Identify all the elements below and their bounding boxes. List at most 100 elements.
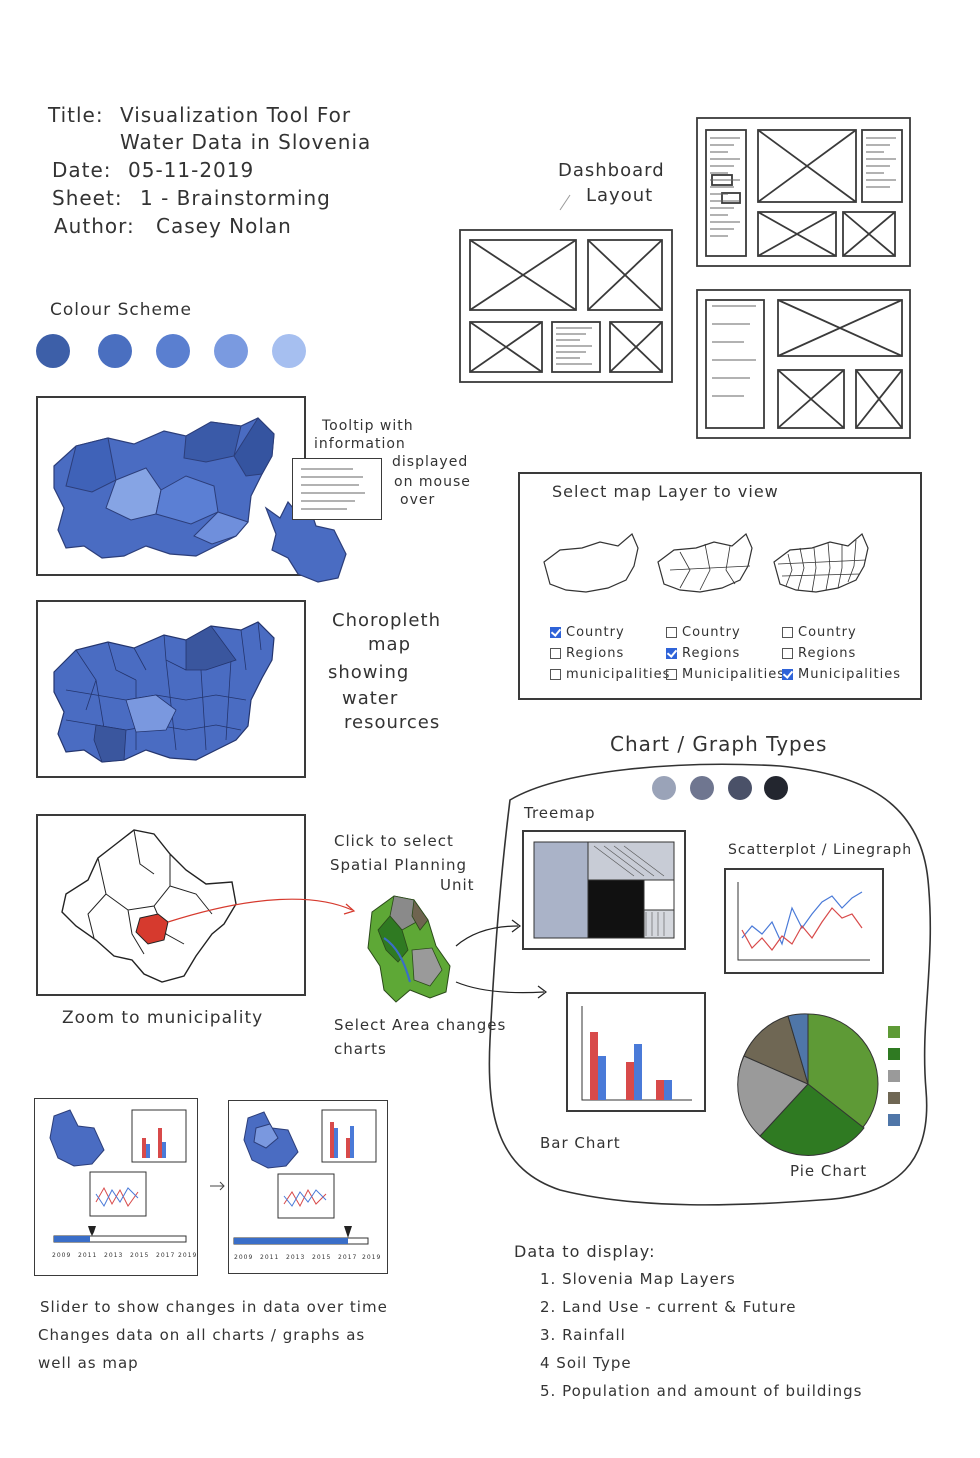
dashboard-label-1: Dashboard [558,160,665,181]
layer-selector-title: Select map Layer to view [552,482,779,501]
pattern-dot-4 [764,776,788,800]
tooltip-box [292,458,382,520]
layer-column-3: Country Regions Municipalities [782,622,901,685]
layer-country-outline [543,533,639,593]
checkbox-icon[interactable] [550,648,561,659]
slider-tick: 2009 [234,1254,254,1261]
title-line-1: Visualization Tool For [120,103,352,127]
slider-tick: 2011 [260,1254,280,1261]
slider-tick: 2015 [312,1254,332,1261]
checkbox-icon[interactable] [550,669,561,680]
choropleth-note-4: water [342,688,399,709]
slider-mockups [49,1109,377,1245]
choropleth-note-2: map [368,634,411,655]
layer-option[interactable]: Municipalities [782,664,901,685]
slider-tick: 2013 [104,1252,124,1259]
colour-scheme-label: Colour Scheme [50,300,192,320]
tooltip-note-3: displayed [392,454,469,470]
slider-tick: 2019 [178,1252,198,1259]
dashboard-layout-sketches [459,117,911,439]
data-display-title: Data to display: [514,1242,656,1261]
swatch-4 [214,334,248,368]
swatch-5 [272,334,306,368]
swatch-2 [98,334,132,368]
slovenia-map-regions [53,417,275,559]
layer-option[interactable]: Country [782,622,901,643]
title-line-2: Water Data in Slovenia [120,130,372,154]
title-label: Title: [48,103,104,127]
choropleth-map [53,621,275,763]
checkbox-icon[interactable] [666,669,677,680]
pie-legend-swatch [888,1048,900,1060]
bar-label: Bar Chart [540,1134,621,1152]
layer-option[interactable]: Country [550,622,670,643]
treemap-label: Treemap [524,804,596,822]
checkbox-icon[interactable] [782,627,793,638]
layer-option[interactable]: Municipalities [666,664,785,685]
bar-sketch [581,1006,692,1101]
click-note-1: Click to select [334,832,454,850]
spatial-unit-sketch [367,895,547,1003]
slider-tick: 2015 [130,1252,150,1259]
layer-option[interactable]: Regions [550,643,670,664]
data-display-item: 3. Rainfall [540,1326,626,1344]
treemap-sketch [533,841,675,939]
scatter-sketch [737,882,870,961]
layer-option[interactable]: Regions [782,643,901,664]
slider-tick: 2017 [338,1254,358,1261]
pie-label: Pie Chart [790,1162,868,1180]
author-value: Casey Nolan [156,214,292,238]
layer-column-1: Country Regions municipalities [550,622,670,685]
slider-note-2: Changes data on all charts / graphs as [38,1326,366,1344]
select-note-2: charts [334,1040,387,1058]
chart-types-blob [488,763,932,1206]
tooltip-note-2: information [314,436,406,452]
tooltip-note-5: over [400,492,436,508]
tooltip-region-zoom [264,500,347,583]
pie-legend-swatch [888,1026,900,1038]
checkbox-icon[interactable] [666,648,677,659]
slider-tick: 2019 [362,1254,382,1261]
slider-note-1: Slider to show changes in data over time [40,1298,388,1316]
zoom-label: Zoom to municipality [62,1008,264,1028]
select-note-1: Select Area changes [334,1016,507,1034]
slider-tick: 2013 [286,1254,306,1261]
choropleth-note-5: resources [344,712,441,733]
slider-tick: 2009 [52,1252,72,1259]
pie-legend-swatch [888,1070,900,1082]
pattern-dot-1 [652,776,676,800]
date-value: 05-11-2019 [128,158,255,182]
zoom-map-sketch [61,829,356,983]
pattern-dot-3 [728,776,752,800]
pie-legend-swatch [888,1114,900,1126]
swatch-1 [36,334,70,368]
layer-thumbnails [543,533,869,593]
choropleth-note-1: Choropleth [332,610,441,631]
slider-note-3: well as map [38,1354,139,1372]
checkbox-icon[interactable] [550,627,561,638]
pie-legend-swatch [888,1092,900,1104]
tooltip-note-1: Tooltip with [322,418,414,434]
data-display-item: 5. Population and amount of buildings [540,1382,863,1400]
data-display-item: 1. Slovenia Map Layers [540,1270,736,1288]
swatch-3 [156,334,190,368]
checkbox-icon[interactable] [666,627,677,638]
checkbox-icon[interactable] [782,648,793,659]
layer-option[interactable]: Regions [666,643,785,664]
layer-option[interactable]: Country [666,622,785,643]
pattern-dot-2 [690,776,714,800]
dashboard-label-2: Layout [586,185,654,206]
slider-tick: 2017 [156,1252,176,1259]
date-label: Date: [52,158,112,182]
pie-sketch [737,1013,879,1156]
choropleth-note-3: showing [328,662,410,683]
scatter-label: Scatterplot / Linegraph [728,842,913,858]
slider-tick: 2011 [78,1252,98,1259]
click-note-3: Unit [440,876,475,894]
checkbox-icon[interactable] [782,669,793,680]
layer-option[interactable]: municipalities [550,664,670,685]
chart-types-title: Chart / Graph Types [610,732,828,756]
author-label: Author: [54,214,135,238]
sheet-value: 1 - Brainstorming [140,186,331,210]
data-display-item: 2. Land Use - current & Future [540,1298,797,1316]
